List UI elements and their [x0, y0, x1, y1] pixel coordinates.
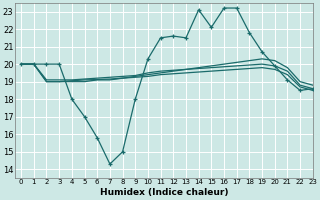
- X-axis label: Humidex (Indice chaleur): Humidex (Indice chaleur): [100, 188, 228, 197]
